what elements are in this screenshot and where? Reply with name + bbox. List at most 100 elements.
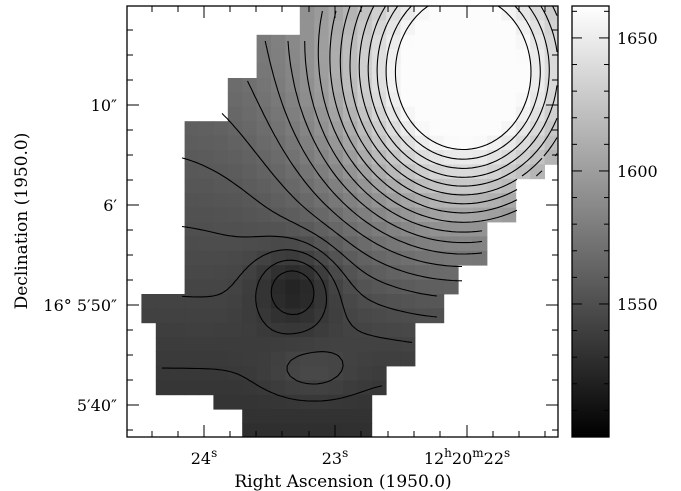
heatmap-cell (299, 135, 315, 151)
heatmap-cell (443, 106, 459, 122)
heatmap-cell (256, 193, 272, 208)
heatmap-cell (299, 121, 315, 136)
heatmap-cell (472, 92, 488, 108)
heatmap-cell (213, 193, 229, 208)
heatmap-cell (530, 20, 545, 36)
heatmap-cell (328, 250, 344, 266)
heatmap-cell (530, 78, 545, 93)
heatmap-cell (227, 78, 243, 93)
heatmap-cell (141, 308, 157, 324)
heatmap-cell (515, 49, 531, 64)
heatmap-cell (271, 92, 286, 108)
heatmap-cell (213, 380, 229, 396)
heatmap-cell (371, 164, 387, 180)
heatmap-cell (458, 34, 473, 50)
heatmap-cell (213, 351, 229, 367)
heatmap-cell (184, 164, 200, 180)
heatmap-cell (472, 121, 488, 136)
heatmap-cell (213, 236, 229, 252)
heatmap-cell (429, 164, 445, 180)
heatmap-cell (199, 236, 214, 252)
heatmap-cell (285, 207, 301, 223)
heatmap-cell (314, 351, 329, 367)
heatmap-cell (443, 78, 459, 93)
heatmap-cell (371, 121, 387, 136)
heatmap-cell (170, 308, 185, 324)
contour-line (385, 6, 541, 160)
heatmap-cell (155, 380, 171, 396)
heatmap-cell (242, 294, 257, 309)
heatmap-cell (530, 92, 545, 108)
heatmap-cell (184, 222, 200, 237)
heatmap-cell (199, 366, 214, 381)
heatmap-cell (357, 294, 373, 309)
heatmap-cell (227, 308, 243, 324)
heatmap-cell (199, 207, 214, 223)
heatmap-cell (371, 193, 387, 208)
heatmap-cell (443, 222, 459, 237)
heatmap-cell (400, 121, 416, 136)
heatmap-cell (184, 366, 200, 381)
heatmap-cell (314, 236, 329, 252)
heatmap-cell (515, 78, 531, 93)
heatmap-cell (242, 92, 257, 108)
heatmap-cell (400, 6, 416, 21)
heatmap-cell (458, 150, 473, 165)
heatmap-cell (213, 394, 229, 410)
heatmap-cell (530, 34, 545, 50)
heatmap-cell (314, 279, 329, 295)
heatmap-cell (184, 150, 200, 165)
heatmap-cell (170, 337, 185, 352)
heatmap-cell (285, 106, 301, 122)
heatmap-cell (314, 207, 329, 223)
heatmap-cell (155, 351, 171, 367)
heatmap-cell (285, 250, 301, 266)
heatmap-cell (199, 337, 214, 352)
heatmap-cell (328, 236, 344, 252)
heatmap-cell (271, 423, 286, 437)
heatmap-cell (213, 135, 229, 151)
heatmap-cell (458, 106, 473, 122)
heatmap-cell (472, 250, 488, 266)
heatmap-cell (357, 106, 373, 122)
heatmap-cell (443, 207, 459, 223)
heatmap-cell (415, 92, 430, 108)
heatmap-cell (400, 351, 416, 367)
heatmap-cell (155, 337, 171, 352)
heatmap-cell (343, 265, 358, 280)
heatmap-cell (242, 351, 257, 367)
heatmap-cell (400, 92, 416, 108)
heatmap-cell (458, 6, 473, 21)
heatmap-cell (199, 308, 214, 324)
contour-line (264, 40, 483, 255)
heatmap-cell (343, 34, 358, 50)
heatmap-cell (429, 308, 445, 324)
heatmap-cell (271, 178, 286, 194)
heatmap-cell (415, 250, 430, 266)
heatmap-cell (328, 20, 344, 36)
heatmap-cell (415, 78, 430, 93)
heatmap-cell (199, 178, 214, 194)
heatmap-cell (400, 49, 416, 64)
heatmap-cell (487, 121, 502, 136)
heatmap-cell (285, 366, 301, 381)
heatmap-cell (328, 49, 344, 64)
heatmap-cell (328, 178, 344, 194)
heatmap-cell (429, 236, 445, 252)
heatmap-cell (429, 294, 445, 309)
heatmap-cell (386, 322, 401, 338)
heatmap-cell (530, 164, 545, 180)
heatmap-cell (415, 20, 430, 36)
heatmap-cell (314, 265, 329, 280)
heatmap-cell (199, 351, 214, 367)
heatmap-cell (314, 63, 329, 79)
heatmap-cell (371, 250, 387, 266)
heatmap-cell (501, 63, 517, 79)
heatmap-cell (271, 351, 286, 367)
heatmap-cell (386, 294, 401, 309)
heatmap-cell (314, 20, 329, 36)
heatmap-cell (487, 49, 502, 64)
heatmap-cell (515, 164, 531, 180)
heatmap-cell (213, 322, 229, 338)
heatmap-cell (357, 178, 373, 194)
